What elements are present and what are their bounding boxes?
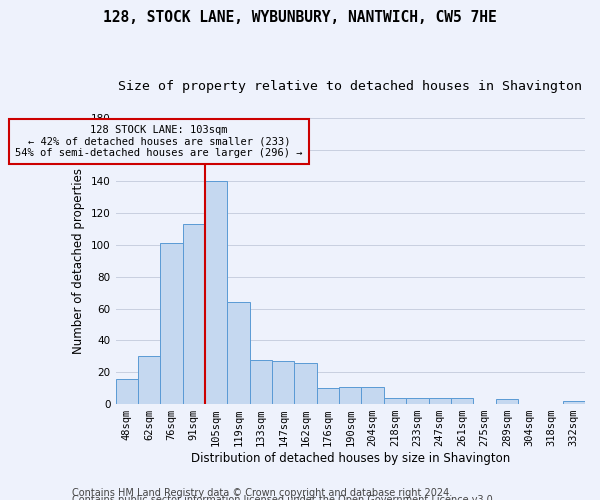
Bar [116, 378, 138, 404]
Text: 128, STOCK LANE, WYBUNBURY, NANTWICH, CW5 7HE: 128, STOCK LANE, WYBUNBURY, NANTWICH, CW… [103, 10, 497, 25]
Bar [384, 398, 406, 404]
Title: Size of property relative to detached houses in Shavington: Size of property relative to detached ho… [118, 80, 582, 93]
Bar [160, 244, 182, 404]
Text: Contains public sector information licensed under the Open Government Licence v3: Contains public sector information licen… [72, 495, 496, 500]
Bar [428, 398, 451, 404]
Bar [272, 361, 295, 404]
Bar [205, 182, 227, 404]
Bar [182, 224, 205, 404]
Bar [138, 356, 160, 404]
Text: Contains HM Land Registry data © Crown copyright and database right 2024.: Contains HM Land Registry data © Crown c… [72, 488, 452, 498]
Text: 128 STOCK LANE: 103sqm
← 42% of detached houses are smaller (233)
54% of semi-de: 128 STOCK LANE: 103sqm ← 42% of detached… [16, 125, 303, 158]
Bar [250, 360, 272, 404]
Bar [496, 400, 518, 404]
Bar [339, 386, 361, 404]
Bar [406, 398, 428, 404]
Bar [563, 401, 585, 404]
Bar [451, 398, 473, 404]
Bar [361, 386, 384, 404]
X-axis label: Distribution of detached houses by size in Shavington: Distribution of detached houses by size … [191, 452, 510, 465]
Y-axis label: Number of detached properties: Number of detached properties [73, 168, 85, 354]
Bar [317, 388, 339, 404]
Bar [295, 362, 317, 404]
Bar [227, 302, 250, 404]
